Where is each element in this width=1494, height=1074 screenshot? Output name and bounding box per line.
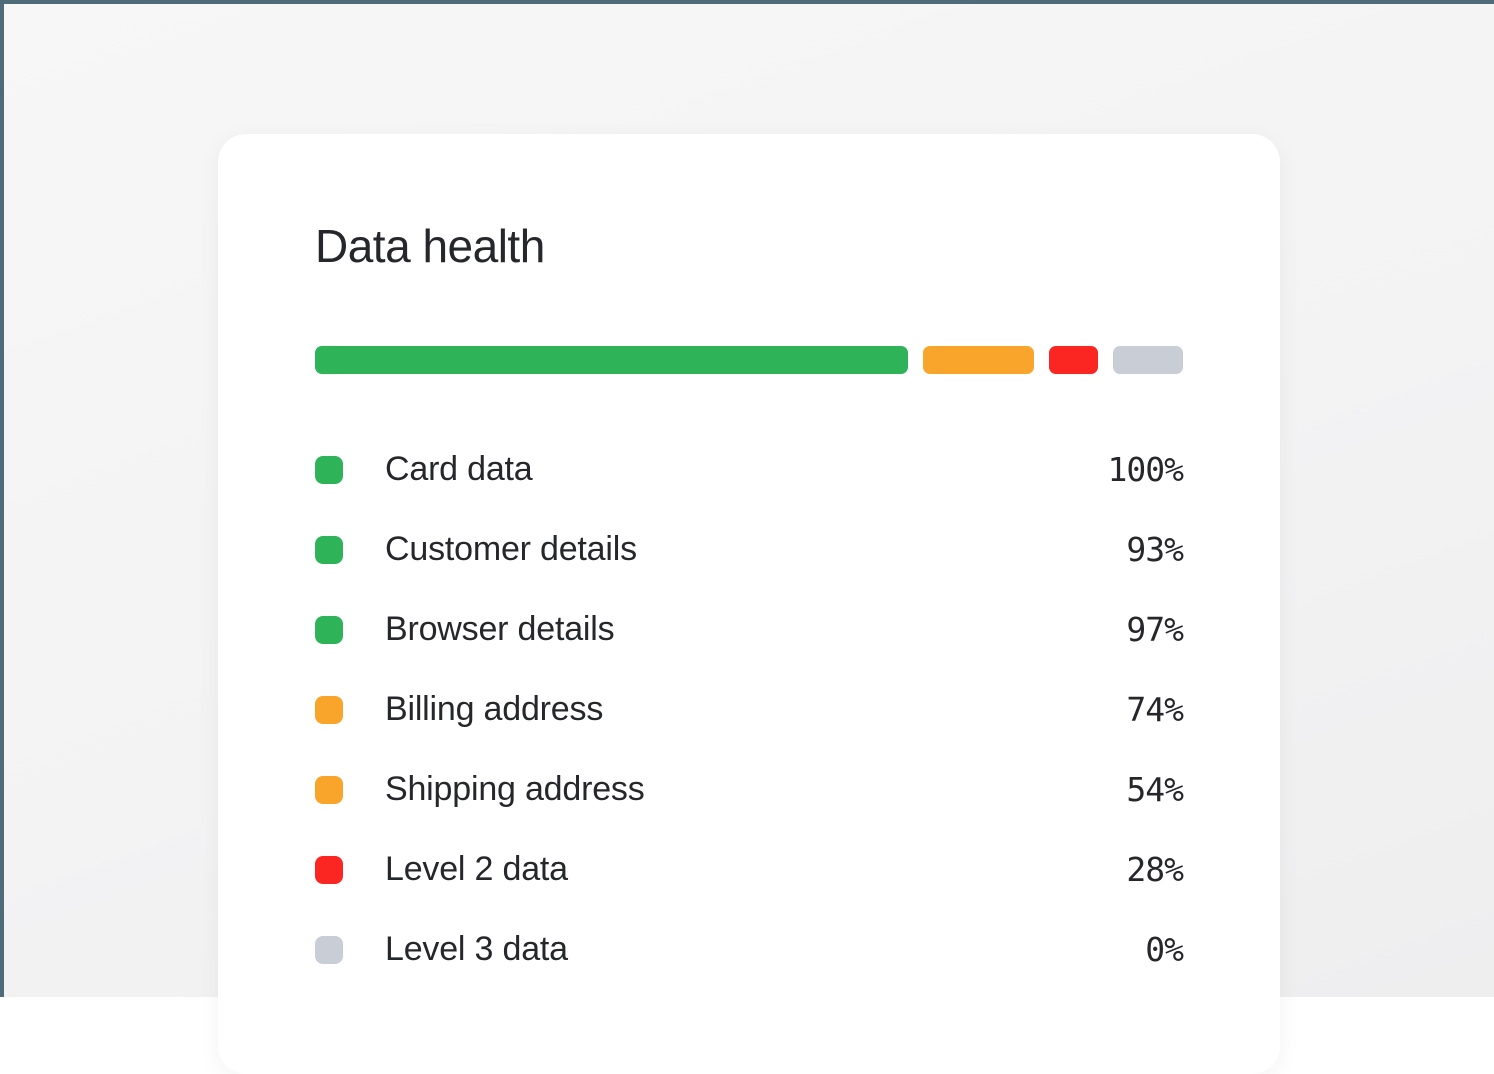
item-label: Billing address bbox=[385, 690, 604, 729]
item-label: Browser details bbox=[385, 610, 615, 649]
list-item: Level 2 data 28% bbox=[315, 830, 1184, 910]
list-item: Shipping address 54% bbox=[315, 750, 1184, 830]
status-swatch-icon bbox=[315, 935, 343, 964]
status-swatch-icon bbox=[315, 455, 343, 484]
status-swatch-icon bbox=[315, 695, 343, 724]
item-label: Level 2 data bbox=[385, 850, 568, 889]
status-swatch-icon bbox=[315, 615, 343, 644]
item-value: 74% bbox=[1126, 690, 1184, 730]
status-swatch-icon bbox=[315, 535, 343, 564]
item-value: 28% bbox=[1126, 850, 1184, 890]
page-background: Data health Card data 100% Customer detail… bbox=[0, 0, 1494, 997]
item-label: Shipping address bbox=[385, 770, 645, 809]
bar-segment-empty bbox=[1112, 345, 1183, 374]
item-value: 0% bbox=[1145, 930, 1184, 970]
health-summary-bar bbox=[315, 345, 1183, 374]
item-label: Card data bbox=[385, 450, 533, 489]
item-label: Level 3 data bbox=[385, 930, 568, 969]
list-item: Level 3 data 0% bbox=[315, 910, 1184, 990]
list-item: Browser details 97% bbox=[315, 590, 1184, 670]
item-value: 93% bbox=[1126, 530, 1184, 570]
list-item: Card data 100% bbox=[315, 430, 1184, 510]
list-item: Billing address 74% bbox=[315, 670, 1184, 750]
bar-segment-warning bbox=[922, 345, 1035, 374]
health-metric-list: Card data 100% Customer details 93% Browser … bbox=[315, 430, 1184, 990]
item-value: 97% bbox=[1126, 610, 1184, 650]
bar-segment-healthy bbox=[315, 345, 908, 374]
item-value: 54% bbox=[1126, 770, 1184, 810]
status-swatch-icon bbox=[315, 775, 343, 804]
data-health-card: Data health Card data 100% Customer detail… bbox=[218, 134, 1280, 1074]
item-value: 100% bbox=[1107, 450, 1184, 490]
list-item: Customer details 93% bbox=[315, 510, 1184, 590]
item-label: Customer details bbox=[385, 530, 637, 569]
bar-segment-critical bbox=[1049, 345, 1098, 374]
status-swatch-icon bbox=[315, 855, 343, 884]
card-title: Data health bbox=[315, 220, 545, 272]
